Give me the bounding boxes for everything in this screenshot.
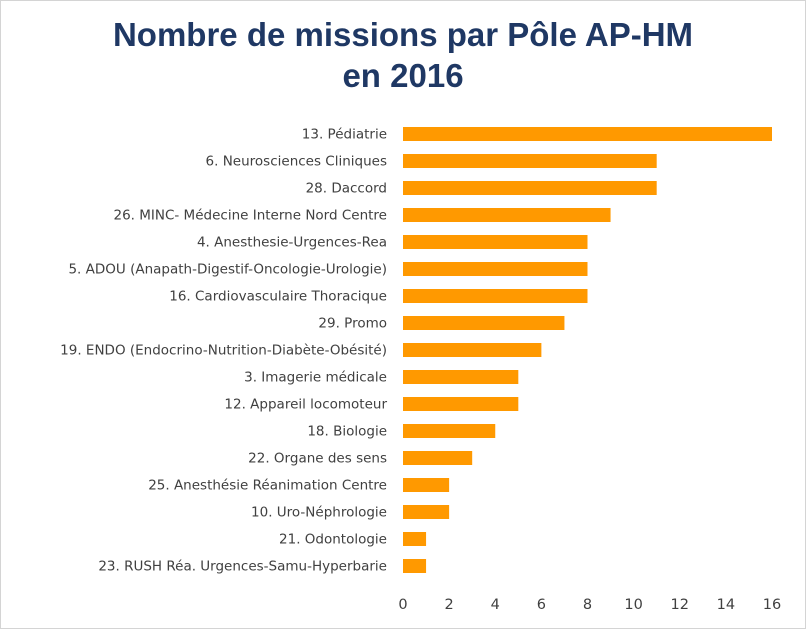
category-label: 28. Daccord [306,181,387,197]
chart-title-line-1: Nombre de missions par Pôle AP-HM [112,16,694,53]
category-label: 23. RUSH Réa. Urgences-Samu-Hyperbarie [98,559,387,575]
x-tick-label: 16 [763,597,781,613]
bar [403,370,519,384]
bar [403,559,427,573]
bar [403,397,519,411]
category-label: 5. ADOU (Anapath-Digestif-Oncologie-Urol… [68,262,387,278]
x-axis-tick-labels: 0 2 4 6 8 10 12 14 16 [398,597,781,613]
bar [403,424,496,438]
category-label: 3. Imagerie médicale [244,370,387,386]
bar [403,478,450,492]
chart-title-line-2: en 2016 [342,57,464,94]
bar-series [403,127,772,573]
x-tick-label: 12 [671,597,689,613]
bar [403,343,542,357]
bar [403,505,450,519]
bar [403,532,427,546]
category-label: 4. Anesthesie-Urgences-Rea [197,235,387,251]
category-labels: 13. Pédiatrie 6. Neurosciences Cliniques 2… [60,127,387,575]
bar [403,181,657,195]
category-label: 18. Biologie [307,424,387,440]
x-tick-label: 8 [583,597,592,613]
category-label: 12. Appareil locomoteur [224,397,387,413]
bar [403,154,657,168]
category-label: 10. Uro-Néphrologie [251,505,387,521]
category-label: 22. Organe des sens [248,451,387,467]
bar [403,235,588,249]
x-tick-label: 10 [624,597,642,613]
bar [403,316,565,330]
category-label: 19. ENDO (Endocrino-Nutrition-Diabète-Ob… [60,343,387,359]
bar [403,262,588,276]
category-label: 6. Neurosciences Cliniques [206,154,387,170]
x-tick-label: 0 [398,597,407,613]
category-label: 26. MINC- Médecine Interne Nord Centre [113,208,387,224]
x-tick-label: 2 [445,597,454,613]
category-label: 29. Promo [318,316,387,332]
x-tick-label: 6 [537,597,546,613]
bar [403,127,772,141]
x-tick-label: 14 [717,597,735,613]
category-label: 21. Odontologie [279,532,387,548]
category-label: 13. Pédiatrie [302,127,387,143]
bar [403,289,588,303]
x-tick-label: 4 [491,597,500,613]
category-label: 16. Cardiovasculaire Thoracique [169,289,387,305]
bar [403,451,473,465]
category-label: 25. Anesthésie Réanimation Centre [148,478,387,494]
chart-title: Nombre de missions par Pôle AP-HM en 201… [0,14,806,96]
bar [403,208,611,222]
